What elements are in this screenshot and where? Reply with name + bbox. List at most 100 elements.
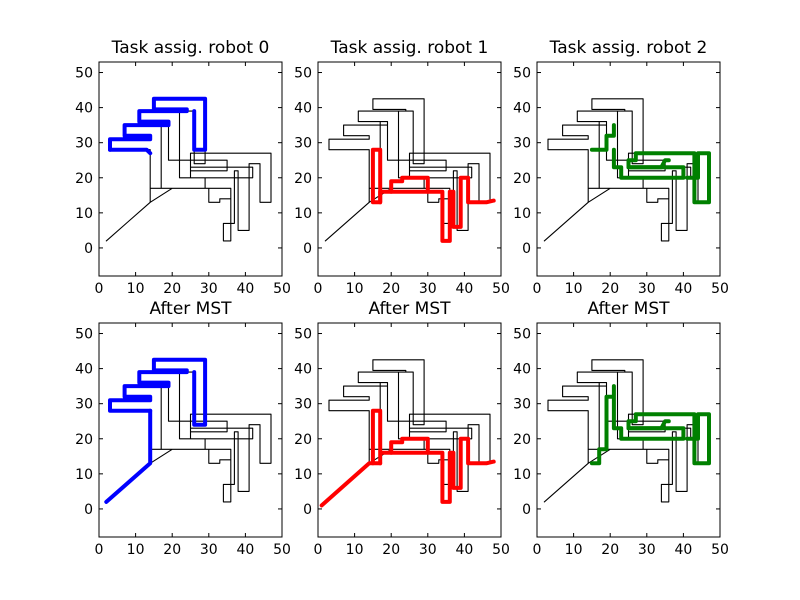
y-tick-label: 30 [513,397,531,413]
x-tick-label: 30 [638,281,656,297]
y-tick-label: 50 [294,66,312,82]
y-tick-label: 0 [522,502,531,518]
x-tick-label: 20 [382,542,400,558]
x-tick-label: 40 [236,281,254,297]
y-tick-label: 10 [513,467,531,483]
plot-area [104,357,272,504]
y-tick-label: 50 [75,327,93,343]
x-tick-label: 10 [127,281,145,297]
subplot-title: After MST [587,299,670,319]
x-tick-label: 0 [314,542,323,558]
x-tick-label: 10 [565,542,583,558]
subplot-title: Task assig. robot 0 [111,38,270,58]
x-tick-label: 30 [419,281,437,297]
x-tick-label: 40 [455,542,473,558]
y-tick-label: 30 [75,397,93,413]
x-tick-label: 20 [163,542,181,558]
robot-path-segment [108,147,153,156]
subplot-1: 0 10 20 30 40 50 0 10 20 30 40 50 Task assig. robot … [294,38,510,297]
robot-path-segment [104,408,153,504]
y-tick-label: 30 [513,136,531,152]
y-tick-label: 40 [513,362,531,378]
y-tick-label: 50 [75,66,93,82]
subplot-3: 0 10 20 30 40 50 0 10 20 30 40 50 After MST [75,299,291,558]
x-tick-label: 0 [95,281,104,297]
x-tick-label: 20 [382,281,400,297]
coverage-path-line [543,98,710,242]
y-tick-label: 40 [75,101,93,117]
y-tick-label: 30 [75,136,93,152]
subplot-title: After MST [368,299,451,319]
x-tick-label: 40 [674,542,692,558]
x-tick-label: 50 [273,281,291,297]
plot-area [319,359,496,508]
x-tick-label: 50 [492,281,510,297]
y-tick-label: 20 [513,171,531,187]
subplot-grid: 0 10 20 30 40 50 0 10 20 30 40 50 Task assig. robot … [75,38,729,558]
y-tick-label: 40 [294,362,312,378]
y-tick-label: 20 [513,432,531,448]
y-tick-label: 10 [75,206,93,222]
coverage-path-line [324,359,491,503]
x-tick-label: 20 [601,281,619,297]
x-tick-label: 0 [533,281,542,297]
plot-area [543,98,711,242]
robot-path-segment [389,175,430,194]
y-tick-label: 0 [84,502,93,518]
x-tick-label: 0 [314,281,323,297]
plot-area [543,359,711,503]
plot-area [105,96,272,242]
y-tick-label: 0 [303,502,312,518]
robot-path-segment [319,461,383,508]
y-tick-label: 0 [303,241,312,257]
x-tick-label: 10 [346,542,364,558]
x-tick-label: 30 [638,542,656,558]
x-tick-label: 30 [419,542,437,558]
robot-path-segment [626,158,671,170]
robot-path-segment [589,408,609,466]
x-tick-label: 20 [601,542,619,558]
x-tick-label: 50 [492,542,510,558]
y-tick-label: 50 [294,327,312,343]
subplot-0: 0 10 20 30 40 50 0 10 20 30 40 50 Task assig. robot … [75,38,291,297]
x-tick-label: 50 [711,281,729,297]
x-tick-label: 10 [565,281,583,297]
y-tick-label: 20 [75,171,93,187]
x-tick-label: 40 [236,542,254,558]
y-tick-label: 10 [294,206,312,222]
coverage-path-line [543,359,710,503]
subplot-title: After MST [149,299,232,319]
y-tick-label: 50 [513,327,531,343]
y-tick-label: 0 [522,241,531,257]
y-tick-label: 10 [294,467,312,483]
robot-path-segment [378,175,496,243]
subplot-4: 0 10 20 30 40 50 0 10 20 30 40 50 After MST [294,299,510,558]
robot-path-segment [108,96,208,152]
robot-path-segment [626,419,671,431]
y-tick-label: 50 [513,66,531,82]
y-tick-label: 40 [294,101,312,117]
subplot-title: Task assig. robot 1 [330,38,489,58]
y-tick-label: 40 [513,101,531,117]
y-tick-label: 0 [84,241,93,257]
x-tick-label: 10 [127,542,145,558]
plot-area [324,98,496,243]
x-tick-label: 50 [711,542,729,558]
subplot-5: 0 10 20 30 40 50 0 10 20 30 40 50 After MST [513,299,729,558]
y-tick-label: 30 [294,397,312,413]
x-tick-label: 20 [163,281,181,297]
y-tick-label: 40 [75,362,93,378]
coverage-path-line [324,98,491,242]
robot-path-segment [370,408,496,504]
x-tick-label: 0 [95,542,104,558]
x-tick-label: 0 [533,542,542,558]
subplot-2: 0 10 20 30 40 50 0 10 20 30 40 50 Task assig. robot … [513,38,729,297]
y-tick-label: 30 [294,136,312,152]
robot-path-segment [389,436,430,455]
y-tick-label: 20 [294,432,312,448]
subplot-title: Task assig. robot 2 [549,38,708,58]
y-tick-label: 10 [75,467,93,483]
x-tick-label: 40 [674,281,692,297]
x-tick-label: 30 [200,281,218,297]
